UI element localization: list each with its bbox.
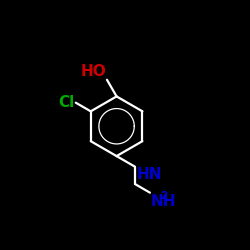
- Text: Cl: Cl: [58, 95, 75, 110]
- Text: HO: HO: [80, 64, 106, 79]
- Text: NH: NH: [151, 194, 176, 208]
- Text: 2: 2: [160, 191, 167, 201]
- Text: HN: HN: [136, 168, 162, 182]
